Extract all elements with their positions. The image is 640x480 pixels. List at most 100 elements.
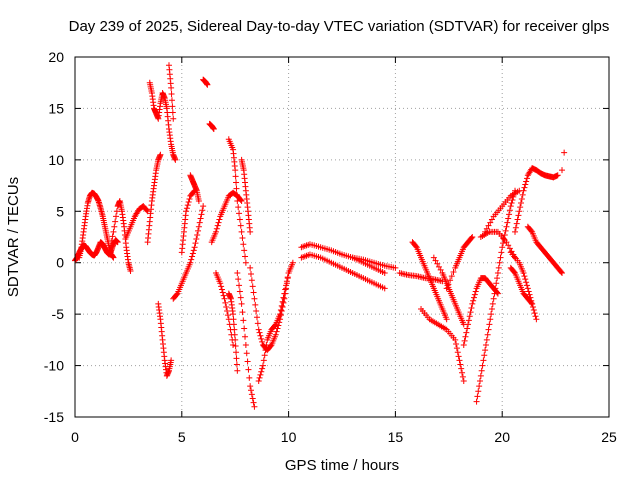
y-tick-label: 10: [48, 152, 64, 168]
data-point: [256, 374, 263, 381]
data-point: [168, 84, 175, 91]
data-point: [281, 295, 288, 302]
data-point: [230, 321, 237, 328]
data-point: [468, 235, 475, 242]
data-point: [260, 357, 267, 364]
data-point: [278, 308, 285, 315]
data-point: [236, 282, 243, 289]
data-point: [508, 200, 515, 207]
data-point: [502, 227, 509, 234]
data-point: [200, 203, 207, 210]
series-arc-16: [225, 290, 241, 374]
data-point: [518, 195, 525, 202]
data-point: [272, 331, 279, 338]
data-point: [482, 342, 489, 348]
data-point: [523, 282, 530, 289]
data-point: [233, 349, 240, 356]
data-point: [519, 191, 526, 198]
data-point: [445, 281, 452, 288]
data-point: [196, 219, 203, 226]
data-point: [513, 220, 520, 227]
data-point: [170, 115, 177, 122]
series-arc-25: [396, 270, 446, 285]
data-point: [252, 301, 259, 308]
series-arc-20: [247, 264, 292, 354]
data-point: [113, 213, 120, 220]
data-point: [212, 228, 219, 235]
data-point: [469, 234, 476, 240]
data-point: [501, 231, 508, 238]
data-point: [282, 286, 289, 293]
data-point: [248, 271, 255, 278]
series-arc-39: [559, 167, 566, 174]
y-tick-label: 20: [48, 49, 64, 65]
data-point: [238, 228, 245, 235]
data-point: [236, 216, 243, 223]
data-point: [191, 244, 198, 251]
data-point: [233, 179, 240, 186]
data-point: [488, 216, 495, 223]
data-point: [236, 210, 243, 217]
data-point: [561, 149, 568, 156]
data-point: [450, 268, 457, 275]
series-arc-37: [524, 223, 566, 276]
data-point: [492, 285, 499, 292]
x-tick-label: 0: [71, 429, 79, 445]
series-arc-9: [170, 203, 207, 302]
x-tick-label: 5: [178, 429, 186, 445]
data-point: [484, 331, 491, 338]
data-point: [263, 342, 270, 348]
data-point: [231, 331, 238, 338]
data-point: [481, 352, 488, 359]
data-point: [470, 297, 477, 304]
data-point: [525, 288, 532, 295]
data-point: [112, 218, 119, 225]
data-point: [237, 222, 244, 229]
data-point: [243, 350, 250, 357]
data-point: [110, 228, 117, 235]
data-point: [106, 251, 113, 258]
data-point: [509, 196, 516, 203]
data-point: [232, 343, 239, 350]
data-point: [494, 275, 501, 282]
data-point: [279, 303, 286, 310]
data-point: [507, 203, 514, 210]
data-point: [258, 335, 265, 342]
data-point: [289, 259, 296, 266]
data-point: [214, 222, 221, 229]
x-tick-label: 25: [601, 429, 617, 445]
data-point: [230, 311, 237, 318]
data-point: [221, 295, 228, 302]
data-point: [250, 289, 257, 296]
data-point: [244, 358, 251, 365]
data-point: [454, 349, 461, 356]
data-point: [230, 316, 237, 323]
data-point: [231, 326, 238, 333]
data-point: [471, 291, 478, 298]
data-point: [494, 270, 501, 276]
data-point: [195, 223, 202, 230]
series-arc-4: [123, 203, 151, 240]
data-point: [195, 198, 202, 204]
series-arc-24: [349, 254, 388, 276]
data-point: [488, 306, 495, 312]
data-point: [497, 254, 504, 261]
series-arc-21: [255, 259, 296, 384]
data-point: [412, 243, 419, 250]
data-point: [273, 328, 280, 335]
y-tick-label: -10: [44, 358, 64, 374]
data-point: [271, 322, 278, 329]
data-point: [242, 342, 249, 348]
data-point: [392, 264, 399, 271]
data-point: [217, 280, 224, 287]
data-point: [487, 316, 494, 323]
data-point: [468, 304, 475, 311]
series-arc-36: [512, 165, 561, 235]
data-point: [462, 333, 469, 340]
plot-frame: [74, 56, 610, 418]
data-point: [186, 195, 193, 202]
data-point: [184, 202, 191, 209]
data-point: [524, 285, 531, 292]
data-point: [511, 268, 518, 275]
data-point: [472, 288, 479, 295]
